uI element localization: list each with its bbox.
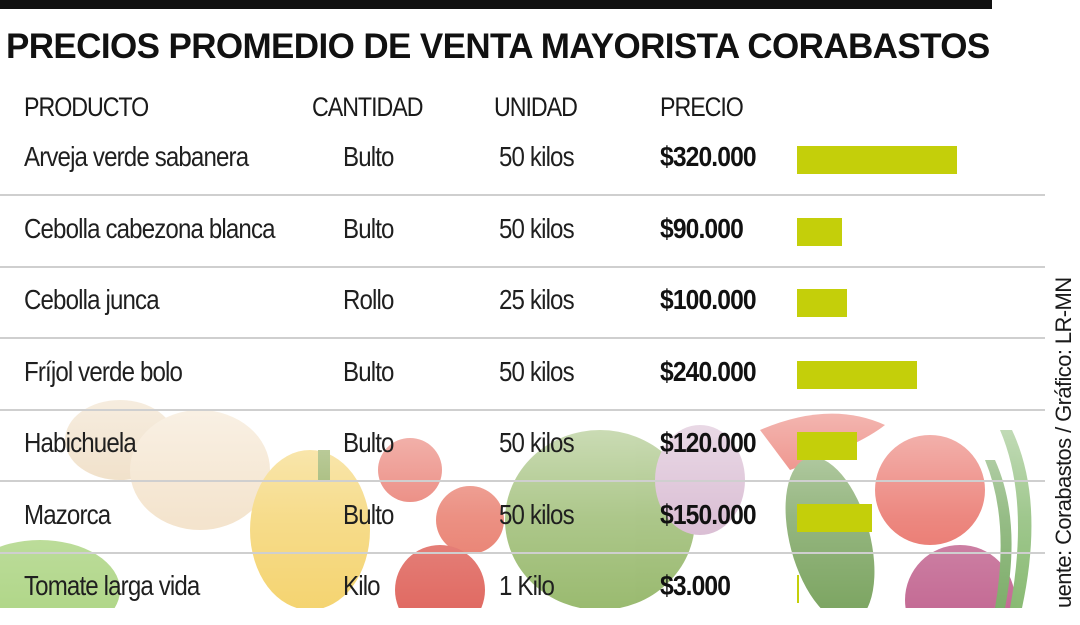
cell-unidad: 50 kilos — [499, 355, 575, 387]
cell-producto: Arveja verde sabanera — [24, 141, 249, 172]
cell-cantidad: Bulto — [343, 498, 394, 530]
cell-cantidad: Kilo — [343, 570, 381, 601]
price-bar — [797, 360, 917, 389]
cell-precio: $120.000 — [660, 427, 757, 458]
cell-unidad: 50 kilos — [499, 427, 575, 458]
cell-producto: Fríjol verde bolo — [24, 355, 183, 387]
cell-precio: $3.000 — [660, 570, 731, 601]
table-row: Arveja verde sabanera Bulto 50 kilos $320.0… — [0, 124, 1045, 196]
column-header-cantidad: CANTIDAD — [312, 92, 423, 122]
cell-unidad: 50 kilos — [499, 212, 575, 244]
cell-precio: $320.000 — [660, 141, 757, 172]
price-bar — [797, 575, 799, 603]
cell-cantidad: Bulto — [343, 212, 394, 244]
chart-title: PRECIOS PROMEDIO DE VENTA MAYORISTA CORA… — [6, 27, 990, 66]
price-bar — [797, 503, 872, 532]
column-header-producto: PRODUCTO — [24, 92, 149, 122]
cell-precio: $100.000 — [660, 284, 757, 315]
cell-precio: $90.000 — [660, 212, 744, 244]
price-bar — [797, 217, 842, 246]
cell-producto: Mazorca — [24, 498, 111, 530]
table-row: Cebolla junca Rollo 25 kilos $100.000 — [0, 267, 1045, 339]
column-header-precio: PRECIO — [660, 92, 744, 122]
table-row: Cebolla cabezona blanca Bulto 50 kilos $90.… — [0, 196, 1045, 268]
cell-producto: Cebolla junca — [24, 284, 160, 315]
cell-precio: $240.000 — [660, 355, 757, 387]
cell-producto: Cebolla cabezona blanca — [24, 212, 276, 244]
cell-cantidad: Rollo — [343, 284, 394, 315]
table-row: Tomate larga vida Kilo 1 Kilo $3.000 — [0, 553, 1045, 625]
source-credit: uente: Corabastos / Gráfico: LR-MN — [1051, 277, 1076, 608]
cell-cantidad: Bulto — [343, 355, 394, 387]
cell-unidad: 50 kilos — [499, 498, 575, 530]
table-row: Fríjol verde bolo Bulto 50 kilos $240.000 — [0, 339, 1045, 411]
table-row: Habichuela Bulto 50 kilos $120.000 — [0, 410, 1045, 482]
price-bar — [797, 146, 957, 174]
cell-unidad: 1 Kilo — [499, 570, 555, 601]
cell-precio: $150.000 — [660, 498, 757, 530]
price-bar — [797, 289, 847, 317]
cell-unidad: 25 kilos — [499, 284, 575, 315]
cell-producto: Habichuela — [24, 427, 137, 458]
column-header-unidad: UNIDAD — [494, 92, 578, 122]
cell-cantidad: Bulto — [343, 141, 394, 172]
cell-producto: Tomate larga vida — [24, 570, 200, 601]
price-bar — [797, 432, 857, 460]
cell-cantidad: Bulto — [343, 427, 394, 458]
top-rule — [0, 0, 992, 9]
table-row: Mazorca Bulto 50 kilos $150.000 — [0, 482, 1045, 554]
cell-unidad: 50 kilos — [499, 141, 575, 172]
